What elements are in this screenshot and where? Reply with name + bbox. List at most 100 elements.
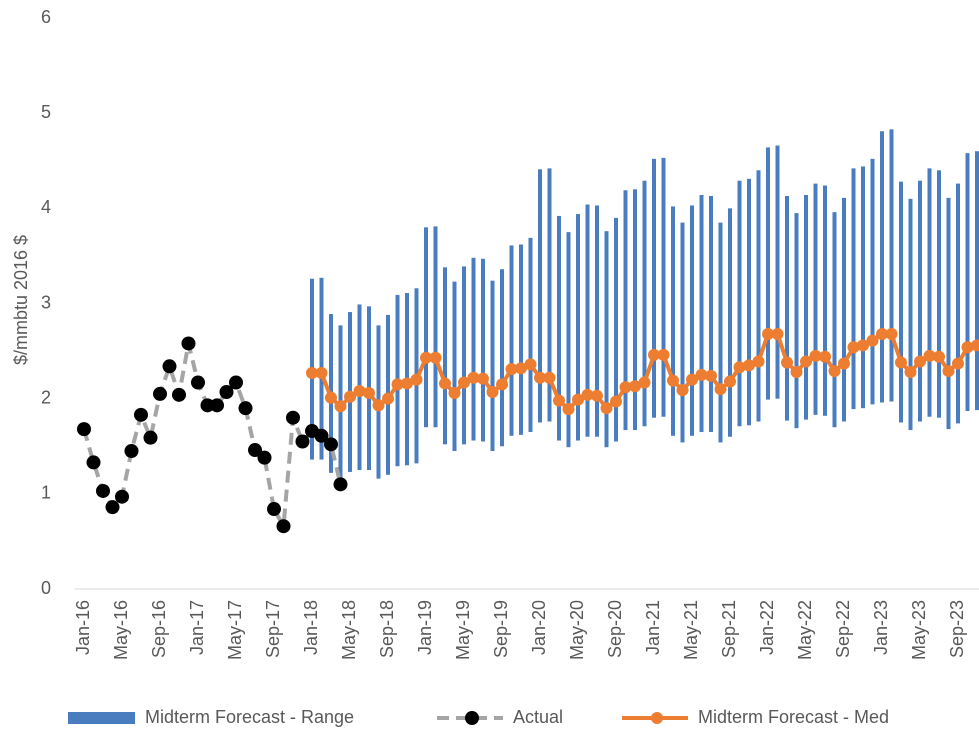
point bbox=[325, 391, 337, 404]
point bbox=[619, 381, 632, 394]
point bbox=[952, 357, 964, 370]
point bbox=[676, 384, 689, 397]
range-bar bbox=[851, 168, 856, 410]
x-tick-label: Sep-16 bbox=[149, 600, 169, 658]
point bbox=[429, 351, 442, 364]
x-tick-label: Jan-17 bbox=[187, 600, 207, 655]
range-bar bbox=[471, 257, 476, 441]
point bbox=[743, 359, 755, 372]
range-bar bbox=[690, 205, 694, 436]
legend-marker bbox=[465, 711, 479, 725]
point bbox=[638, 376, 651, 389]
range-bar bbox=[424, 227, 428, 428]
x-tick-label: May-19 bbox=[453, 600, 473, 660]
point bbox=[809, 349, 822, 362]
point bbox=[448, 386, 461, 399]
range-bar bbox=[547, 168, 552, 422]
point bbox=[581, 388, 594, 401]
point bbox=[363, 386, 375, 399]
range-bar bbox=[870, 158, 875, 405]
point bbox=[866, 334, 879, 347]
point bbox=[77, 422, 91, 437]
point bbox=[96, 483, 110, 498]
point bbox=[667, 374, 679, 387]
range-bar bbox=[728, 208, 732, 437]
point bbox=[895, 356, 907, 369]
x-tick-label: Jan-20 bbox=[529, 600, 549, 655]
range-bar bbox=[842, 197, 846, 422]
range-bar bbox=[595, 205, 599, 437]
range-bar bbox=[709, 195, 713, 432]
legend-label: Actual bbox=[513, 707, 563, 727]
range-bar bbox=[528, 237, 533, 432]
point bbox=[486, 386, 499, 399]
range-bar bbox=[785, 195, 789, 421]
range-bar bbox=[566, 232, 571, 448]
point bbox=[771, 327, 784, 340]
range-bar bbox=[975, 151, 979, 411]
range-bar bbox=[908, 198, 913, 431]
point bbox=[458, 376, 470, 389]
line bbox=[82, 341, 343, 529]
point bbox=[334, 400, 347, 413]
point bbox=[904, 366, 917, 379]
range-bar bbox=[956, 183, 960, 424]
point bbox=[410, 373, 423, 386]
range-bar bbox=[889, 129, 894, 402]
point bbox=[505, 363, 518, 376]
range-bar bbox=[623, 190, 628, 431]
point bbox=[790, 366, 803, 379]
range-bar bbox=[946, 197, 951, 430]
point bbox=[105, 500, 120, 515]
range-bar bbox=[937, 170, 941, 418]
x-tick-label: Jan-22 bbox=[757, 600, 777, 655]
point bbox=[267, 502, 281, 517]
point bbox=[372, 399, 385, 412]
x-tick-label: Sep-23 bbox=[947, 600, 967, 658]
point bbox=[534, 371, 546, 384]
point bbox=[971, 339, 979, 352]
point bbox=[257, 450, 272, 465]
point bbox=[315, 366, 328, 379]
x-tick-label: Sep-22 bbox=[833, 600, 853, 658]
range-bar bbox=[500, 269, 504, 447]
x-tick-label: Jan-21 bbox=[643, 600, 663, 655]
point bbox=[391, 378, 404, 391]
range-bar bbox=[538, 169, 542, 423]
range-bar bbox=[899, 181, 903, 423]
point bbox=[115, 489, 129, 504]
x-tick-label: May-22 bbox=[795, 600, 815, 660]
y-axis-title: $/mmbtu 2016 $ bbox=[11, 235, 31, 365]
x-tick-label: Jan-23 bbox=[871, 600, 891, 655]
point bbox=[838, 357, 850, 370]
point bbox=[572, 393, 584, 406]
point bbox=[248, 443, 262, 458]
legend-label: Midterm Forecast - Med bbox=[698, 707, 889, 727]
point bbox=[143, 430, 158, 445]
range-bar bbox=[585, 204, 590, 437]
range-bar bbox=[680, 222, 685, 443]
point bbox=[439, 377, 451, 390]
range-bar bbox=[671, 206, 675, 436]
point bbox=[124, 444, 139, 459]
point bbox=[876, 327, 888, 340]
x-tick-label: Jan-18 bbox=[301, 600, 321, 655]
x-tick-label: Sep-17 bbox=[263, 600, 283, 658]
point bbox=[172, 387, 186, 402]
point bbox=[553, 394, 565, 407]
legend-swatch bbox=[68, 712, 135, 724]
point bbox=[324, 437, 338, 452]
y-tick-label: 6 bbox=[41, 7, 51, 27]
x-tick-label: Jan-19 bbox=[415, 600, 435, 655]
point bbox=[333, 477, 348, 492]
point bbox=[705, 369, 717, 382]
range-bar bbox=[557, 215, 561, 441]
range-bar bbox=[481, 258, 485, 442]
point bbox=[733, 361, 746, 374]
point bbox=[219, 385, 234, 400]
range-bar bbox=[576, 214, 580, 441]
point bbox=[591, 389, 603, 402]
range-bar bbox=[462, 266, 466, 445]
point bbox=[229, 375, 243, 390]
point bbox=[515, 362, 527, 375]
